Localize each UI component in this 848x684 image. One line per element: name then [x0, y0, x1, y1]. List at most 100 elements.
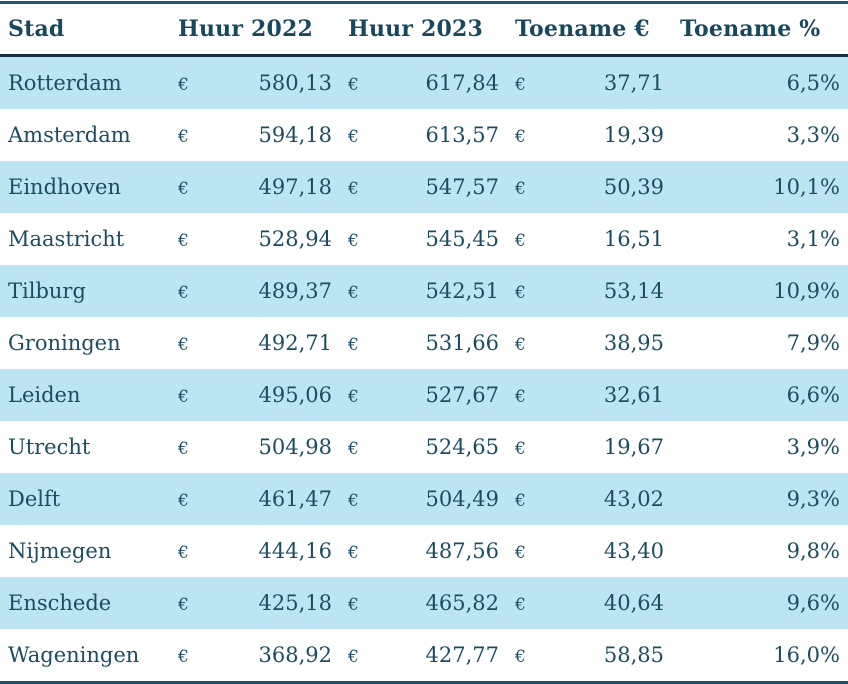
cell-toename-eur: €37,71	[507, 56, 672, 110]
amount: 613,57	[425, 123, 499, 147]
amount: 40,64	[603, 591, 664, 615]
amount: 542,51	[425, 279, 499, 303]
euro-symbol: €	[178, 75, 189, 95]
cell-city: Delft	[8, 487, 61, 511]
table-row: Tilburg €489,37 €542,51 €53,14 10,9%	[0, 265, 848, 317]
cell-toename-pct: 10,9%	[773, 279, 840, 303]
euro-symbol: €	[515, 647, 526, 667]
cell-toename-pct: 9,8%	[786, 539, 840, 563]
table-row: Rotterdam €580,13 €617,84 €37,71 6,5%	[0, 55, 848, 110]
amount: 368,92	[258, 643, 332, 667]
euro-symbol: €	[515, 179, 526, 199]
cell-huur-2022: €425,18	[170, 577, 340, 629]
cell-huur-2022: €497,18	[170, 161, 340, 213]
euro-symbol: €	[178, 647, 189, 667]
cell-toename-pct: 3,3%	[786, 123, 840, 147]
euro-symbol: €	[178, 127, 189, 147]
cell-toename-pct: 7,9%	[786, 331, 840, 355]
cell-city: Tilburg	[8, 279, 86, 303]
euro-symbol: €	[348, 647, 359, 667]
cell-city: Eindhoven	[8, 175, 121, 199]
cell-city: Groningen	[8, 331, 121, 355]
euro-symbol: €	[515, 439, 526, 459]
euro-symbol: €	[515, 231, 526, 251]
column-header-huur-2023: Huur 2023	[340, 2, 507, 57]
euro-symbol: €	[178, 439, 189, 459]
euro-symbol: €	[178, 543, 189, 563]
cell-toename-pct: 9,3%	[786, 487, 840, 511]
table-row: Leiden €495,06 €527,67 €32,61 6,6%	[0, 369, 848, 421]
cell-toename-eur: €50,39	[507, 161, 672, 213]
cell-toename-eur: €19,39	[507, 109, 672, 161]
cell-huur-2022: €492,71	[170, 317, 340, 369]
column-header-huur-2022: Huur 2022	[170, 2, 340, 57]
cell-toename-eur: €32,61	[507, 369, 672, 421]
euro-symbol: €	[348, 75, 359, 95]
euro-symbol: €	[515, 595, 526, 615]
table-row: Wageningen €368,92 €427,77 €58,85 16,0%	[0, 629, 848, 683]
euro-symbol: €	[348, 179, 359, 199]
amount: 50,39	[603, 175, 664, 199]
cell-city: Utrecht	[8, 435, 91, 459]
cell-huur-2023: €542,51	[340, 265, 507, 317]
cell-huur-2022: €461,47	[170, 473, 340, 525]
amount: 524,65	[425, 435, 499, 459]
cell-toename-pct: 16,0%	[773, 643, 840, 667]
cell-toename-eur: €40,64	[507, 577, 672, 629]
euro-symbol: €	[348, 387, 359, 407]
euro-symbol: €	[348, 283, 359, 303]
euro-symbol: €	[515, 75, 526, 95]
table-row: Amsterdam €594,18 €613,57 €19,39 3,3%	[0, 109, 848, 161]
euro-symbol: €	[178, 387, 189, 407]
euro-symbol: €	[348, 231, 359, 251]
amount: 527,67	[425, 383, 499, 407]
column-header-toename-eur: Toename €	[507, 2, 672, 57]
amount: 528,94	[258, 227, 332, 251]
amount: 425,18	[258, 591, 332, 615]
column-header-stad: Stad	[0, 2, 170, 57]
amount: 58,85	[603, 643, 664, 667]
euro-symbol: €	[515, 283, 526, 303]
cell-huur-2022: €444,16	[170, 525, 340, 577]
cell-huur-2022: €495,06	[170, 369, 340, 421]
amount: 617,84	[425, 71, 499, 95]
cell-city: Maastricht	[8, 227, 125, 251]
amount: 465,82	[425, 591, 499, 615]
cell-toename-pct: 10,1%	[773, 175, 840, 199]
amount: 504,49	[425, 487, 499, 511]
euro-symbol: €	[348, 439, 359, 459]
cell-huur-2022: €368,92	[170, 629, 340, 683]
euro-symbol: €	[515, 335, 526, 355]
euro-symbol: €	[515, 543, 526, 563]
cell-huur-2023: €524,65	[340, 421, 507, 473]
cell-toename-eur: €16,51	[507, 213, 672, 265]
amount: 427,77	[425, 643, 499, 667]
table-row: Eindhoven €497,18 €547,57 €50,39 10,1%	[0, 161, 848, 213]
cell-huur-2023: €427,77	[340, 629, 507, 683]
cell-huur-2022: €489,37	[170, 265, 340, 317]
cell-huur-2023: €531,66	[340, 317, 507, 369]
amount: 495,06	[258, 383, 332, 407]
cell-huur-2022: €528,94	[170, 213, 340, 265]
cell-huur-2023: €545,45	[340, 213, 507, 265]
cell-huur-2023: €613,57	[340, 109, 507, 161]
cell-huur-2023: €465,82	[340, 577, 507, 629]
table-row: Nijmegen €444,16 €487,56 €43,40 9,8%	[0, 525, 848, 577]
amount: 547,57	[425, 175, 499, 199]
cell-city: Rotterdam	[8, 71, 122, 95]
euro-symbol: €	[178, 283, 189, 303]
amount: 32,61	[603, 383, 664, 407]
amount: 19,39	[603, 123, 664, 147]
amount: 16,51	[603, 227, 664, 251]
table-row: Enschede €425,18 €465,82 €40,64 9,6%	[0, 577, 848, 629]
amount: 43,40	[603, 539, 664, 563]
amount: 461,47	[258, 487, 332, 511]
cell-city: Amsterdam	[8, 123, 131, 147]
cell-city: Leiden	[8, 383, 81, 407]
cell-toename-pct: 9,6%	[786, 591, 840, 615]
amount: 545,45	[425, 227, 499, 251]
euro-symbol: €	[178, 335, 189, 355]
euro-symbol: €	[178, 231, 189, 251]
cell-huur-2023: €617,84	[340, 56, 507, 110]
